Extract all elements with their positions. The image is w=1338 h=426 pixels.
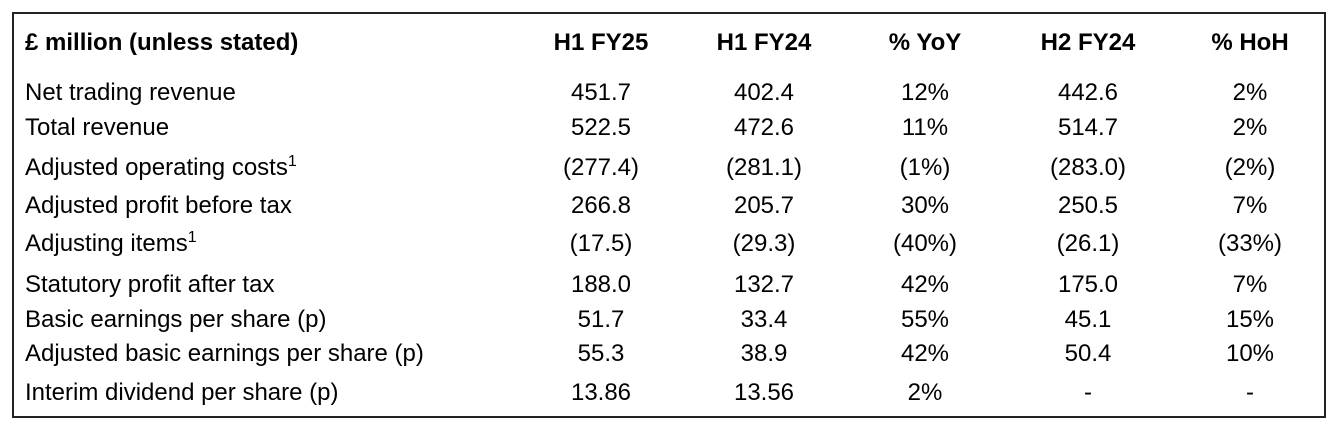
row-label-text: Total revenue bbox=[25, 114, 170, 141]
value-cell: - bbox=[1084, 379, 1092, 406]
row-label-text: Interim dividend per share (p) bbox=[25, 379, 339, 406]
value-cell: 11% bbox=[901, 114, 949, 141]
value-cell: (277.4) bbox=[562, 154, 640, 181]
column-header: H2 FY24 bbox=[1040, 29, 1136, 56]
row-label: Adjusted profit before tax bbox=[25, 192, 292, 220]
row-label: Statutory profit after tax bbox=[25, 271, 274, 299]
row-label: Adjusted basic earnings per share (p) bbox=[25, 340, 424, 368]
value-cell: (1%) bbox=[899, 154, 951, 181]
table-frame bbox=[12, 12, 1326, 418]
value-cell: 451.7 bbox=[570, 79, 632, 106]
value-cell: 10% bbox=[1225, 340, 1275, 367]
value-cell: (29.3) bbox=[732, 230, 796, 257]
row-label: Basic earnings per share (p) bbox=[25, 306, 326, 334]
value-cell: 13.86 bbox=[570, 379, 632, 406]
value-cell: - bbox=[1246, 379, 1254, 406]
row-label-text: Adjusted basic earnings per share (p) bbox=[25, 340, 424, 367]
value-cell: 55% bbox=[900, 306, 950, 333]
value-cell: 266.8 bbox=[570, 192, 632, 219]
value-cell: (40%) bbox=[892, 230, 958, 257]
value-cell: 30% bbox=[900, 192, 950, 219]
value-cell: 42% bbox=[900, 271, 950, 298]
footnote-marker: 1 bbox=[287, 153, 297, 170]
value-cell: 522.5 bbox=[570, 114, 632, 141]
value-cell: (33%) bbox=[1217, 230, 1283, 257]
row-label-text: Adjusted operating costs bbox=[25, 154, 288, 181]
value-cell: 402.4 bbox=[733, 79, 795, 106]
row-label: Adjusted operating costs1 bbox=[25, 154, 297, 182]
value-cell: 2% bbox=[1232, 79, 1268, 106]
value-cell: (281.1) bbox=[725, 154, 803, 181]
value-cell: 45.1 bbox=[1064, 306, 1112, 333]
value-cell: 2% bbox=[1232, 114, 1268, 141]
row-label-text: Basic earnings per share (p) bbox=[25, 306, 327, 333]
value-cell: 188.0 bbox=[570, 271, 632, 298]
value-cell: 38.9 bbox=[740, 340, 788, 367]
value-cell: 442.6 bbox=[1057, 79, 1119, 106]
column-header: H1 FY25 bbox=[553, 29, 649, 56]
value-cell: 2% bbox=[907, 379, 943, 406]
value-cell: 33.4 bbox=[740, 306, 788, 333]
value-cell: 514.7 bbox=[1057, 114, 1119, 141]
column-header: % HoH bbox=[1211, 29, 1289, 56]
row-label-text: Statutory profit after tax bbox=[25, 271, 275, 298]
value-cell: 132.7 bbox=[733, 271, 795, 298]
row-label: Adjusting items1 bbox=[25, 230, 197, 258]
value-cell: 175.0 bbox=[1057, 271, 1119, 298]
row-label: Net trading revenue bbox=[25, 79, 236, 107]
value-cell: 55.3 bbox=[577, 340, 625, 367]
value-cell: 13.56 bbox=[733, 379, 795, 406]
row-label-text: Adjusting items bbox=[25, 230, 188, 257]
value-cell: 472.6 bbox=[733, 114, 795, 141]
row-label-text: Adjusted profit before tax bbox=[25, 192, 292, 219]
value-cell: 12% bbox=[900, 79, 950, 106]
value-cell: 7% bbox=[1232, 271, 1268, 298]
value-cell: (283.0) bbox=[1049, 154, 1127, 181]
value-cell: 7% bbox=[1232, 192, 1268, 219]
value-cell: (17.5) bbox=[569, 230, 633, 257]
row-label: Total revenue bbox=[25, 114, 169, 142]
column-header: % YoY bbox=[888, 29, 962, 56]
row-label-text: Net trading revenue bbox=[25, 79, 236, 106]
value-cell: 250.5 bbox=[1057, 192, 1119, 219]
value-cell: 50.4 bbox=[1064, 340, 1112, 367]
column-header: H1 FY24 bbox=[716, 29, 812, 56]
footnote-marker: 1 bbox=[187, 229, 197, 246]
value-cell: (26.1) bbox=[1056, 230, 1120, 257]
row-label: Interim dividend per share (p) bbox=[25, 379, 338, 407]
value-cell: 205.7 bbox=[733, 192, 795, 219]
value-cell: 42% bbox=[900, 340, 950, 367]
value-cell: 15% bbox=[1225, 306, 1275, 333]
column-header: £ million (unless stated) bbox=[25, 29, 299, 56]
value-cell: (2%) bbox=[1224, 154, 1276, 181]
value-cell: 51.7 bbox=[577, 306, 625, 333]
